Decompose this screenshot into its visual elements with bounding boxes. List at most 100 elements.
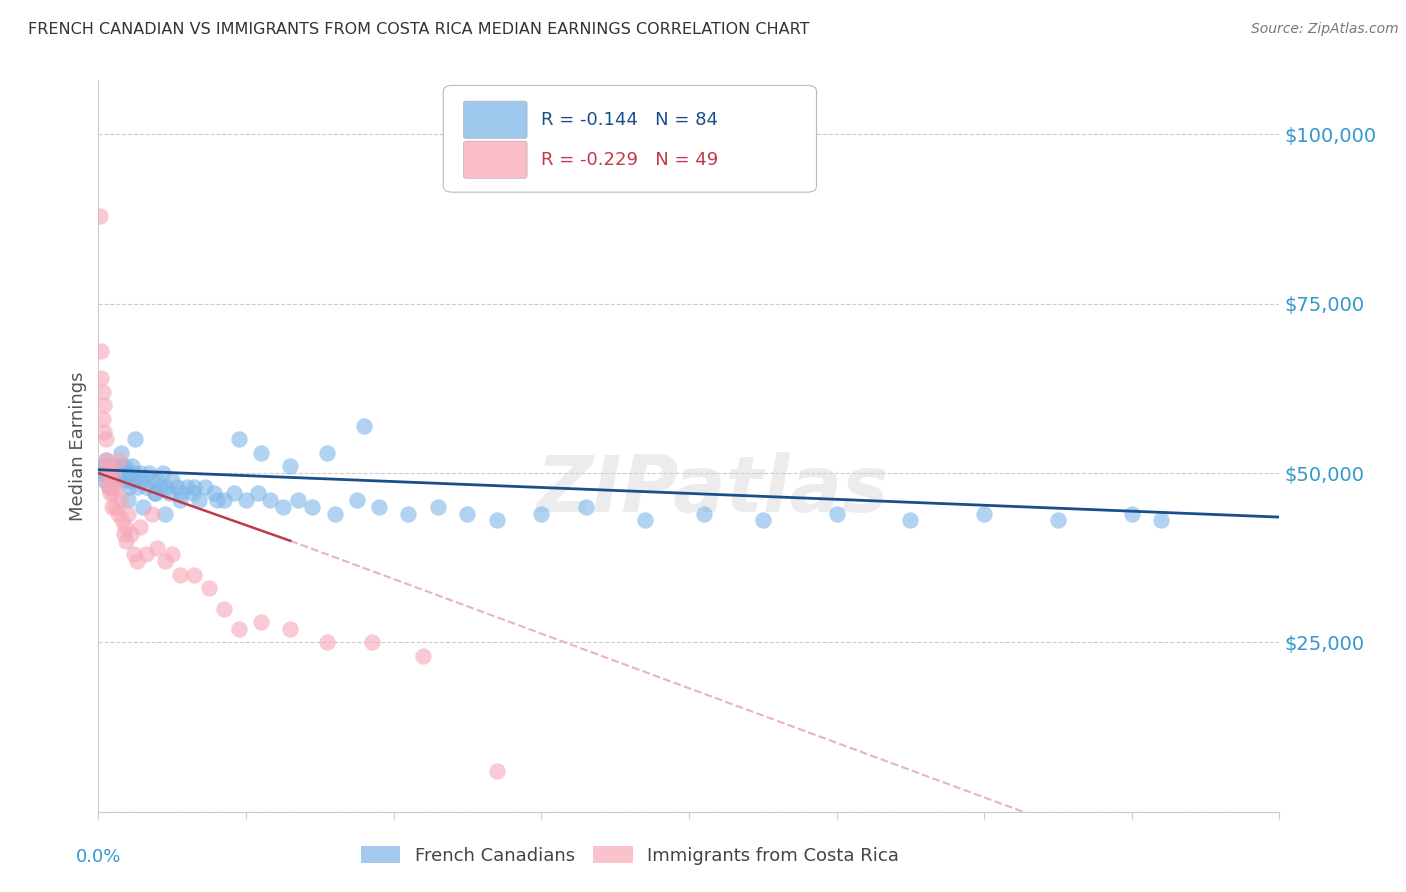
Point [110,493,132,508]
Point [104,459,127,474]
Point [259,493,281,508]
Point [93,398,115,412]
Point [246,486,269,500]
Text: R = -0.229   N = 49: R = -0.229 N = 49 [541,151,718,169]
Point [93,425,115,440]
Point [194,480,217,494]
Point [111,514,134,528]
Legend: French Canadians, Immigrants from Costa Rica: French Canadians, Immigrants from Costa … [353,839,907,872]
Point [152,466,174,480]
Point [90,371,112,385]
Point [162,547,183,561]
Text: R = -0.144   N = 84: R = -0.144 N = 84 [541,111,718,128]
Point [104,500,127,514]
Point [103,466,125,480]
Point [90,466,112,480]
Point [100,500,122,514]
Point [181,486,204,500]
Point [170,486,193,500]
Point [128,520,150,534]
Point [143,486,166,500]
Point [530,507,553,521]
Point [108,452,131,467]
FancyBboxPatch shape [464,101,527,138]
Point [117,493,139,508]
Point [143,486,166,500]
Point [93,473,115,487]
Point [97,459,120,474]
Text: 0.0%: 0.0% [76,848,121,866]
Point [96,473,118,487]
Point [94,432,117,446]
Point [183,480,205,494]
FancyBboxPatch shape [464,141,527,178]
Point [120,473,142,487]
Point [486,764,509,778]
Point [105,480,128,494]
Point [111,473,134,487]
Point [107,473,129,487]
Point [132,473,155,487]
Point [486,514,509,528]
Point [114,459,136,474]
Point [112,527,135,541]
Point [114,520,136,534]
Point [90,344,112,359]
Point [396,507,419,521]
Point [278,622,302,636]
Point [146,541,169,555]
Point [108,466,131,480]
Point [97,480,120,494]
Point [176,480,198,494]
Point [117,466,139,480]
Point [141,507,163,521]
Point [89,209,111,223]
Point [138,466,160,480]
Point [128,466,150,480]
Point [1150,514,1173,528]
Point [120,527,142,541]
Point [91,412,114,426]
Point [693,507,716,521]
Point [633,514,655,528]
Point [323,507,346,521]
Point [115,473,138,487]
Point [124,432,146,446]
Point [149,480,172,494]
Point [100,466,122,480]
Point [316,446,339,460]
Point [117,507,139,521]
Point [110,459,132,474]
Point [132,500,155,514]
Point [141,473,163,487]
Point [166,480,188,494]
Point [412,648,434,663]
Point [973,507,995,521]
Point [187,493,209,508]
Point [574,500,596,514]
Point [212,601,235,615]
Point [353,418,375,433]
Point [100,480,122,494]
Point [287,493,309,508]
Point [153,507,176,521]
Point [103,473,125,487]
Point [103,486,125,500]
Point [112,466,135,480]
Point [146,473,169,487]
Point [155,480,177,494]
Point [360,635,382,649]
Point [110,446,132,460]
Point [124,473,146,487]
Point [105,466,128,480]
Point [751,514,773,528]
Point [202,486,225,500]
Point [1121,507,1143,521]
Point [228,432,250,446]
Point [122,547,145,561]
Point [427,500,450,514]
Point [224,486,246,500]
Point [121,459,143,474]
Point [198,581,221,595]
FancyBboxPatch shape [443,86,817,192]
